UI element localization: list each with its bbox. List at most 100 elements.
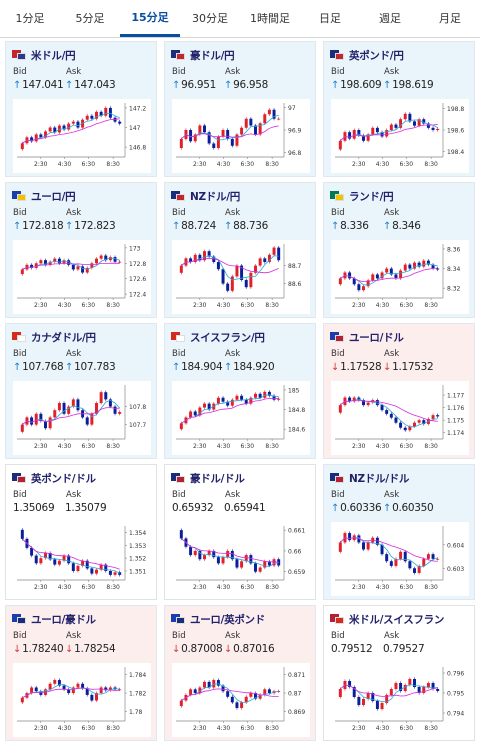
tab-5分足[interactable]: 5分足 [75,11,105,25]
tab-月足[interactable]: 月足 [439,11,461,25]
candle [394,683,398,689]
candle [230,550,234,560]
moving-average-short [22,538,120,574]
pair-name[interactable]: 米ドル/円 [31,49,76,62]
currency-card[interactable]: ユーロ/英ポンド Bid Ask ↓0.87008 ↓0.87016 0.871… [164,605,316,741]
tab-週足[interactable]: 週足 [379,11,401,25]
currency-card[interactable]: 英ポンド/円 Bid Ask ↑198.609 ↑198.619 198.8 19… [323,41,475,177]
tab-1時間足[interactable]: 1時間足 [250,11,290,25]
currency-card[interactable]: ランド/円 Bid Ask ↑8.336 ↑8.346 8.36 8.34 8.32… [323,182,475,318]
y-tick-label: 1.782 [129,691,146,698]
candle [34,263,38,268]
trend-arrow-icon: ↑ [224,221,233,232]
candle [39,260,43,264]
x-tick-label: 6:30 [82,161,96,168]
candle [422,420,426,424]
pair-name[interactable]: NZドル/円 [190,190,240,203]
currency-card[interactable]: 豪ドル/ドル Bid Ask 0.65932 0.65941 0.661 0.66… [164,464,316,600]
currency-card[interactable]: 米ドル/円 Bid Ask ↑147.041 ↑147.043 147.2 147… [5,41,157,177]
candle [203,555,206,560]
candle [235,395,239,400]
candle [90,694,94,701]
candle [198,687,202,694]
ask-label: Ask [66,631,82,641]
x-tick-label: 2:30 [34,443,48,450]
candle [399,551,403,559]
x-tick-label: 6:30 [400,302,414,309]
pair-name[interactable]: 豪ドル/ドル [190,472,245,485]
x-tick-label: 6:30 [82,302,96,309]
currency-card[interactable]: ユーロ/ドル Bid Ask ↓1.17528 ↓1.17532 1.177 1.… [323,323,475,459]
currency-card[interactable]: ユーロ/豪ドル Bid Ask ↓1.78240 ↓1.78254 1.784 1… [5,605,157,741]
pair-name[interactable]: 豪ドル/円 [190,49,235,62]
price-chart: 97 96.9 96.8 2:30 4:30 6:30 8:30 [172,99,310,173]
x-tick-label: 6:30 [241,161,255,168]
candle [20,529,24,539]
bid-label: Bid [331,208,345,218]
candle [30,547,34,556]
candle [417,687,421,693]
candle [230,399,234,406]
currency-card[interactable]: カナダドル/円 Bid Ask ↑107.768 ↑107.783 107.8 1… [5,323,157,459]
y-tick-label: 1.784 [129,672,146,679]
tab-30分足[interactable]: 30分足 [192,11,228,25]
moving-average-long [22,118,120,144]
pair-name[interactable]: ランド/円 [349,190,394,203]
candle [240,561,244,568]
ask-label: Ask [384,490,400,500]
pair-name[interactable]: カナダドル/円 [31,331,96,344]
pair-name[interactable]: NZドル/ドル [349,472,410,485]
currency-card[interactable]: ユーロ/円 Bid Ask ↑172.818 ↑172.823 173 172.8… [5,182,157,318]
card-header: 豪ドル/ドル [171,471,245,485]
pair-name[interactable]: ユーロ/円 [31,190,76,203]
pair-name[interactable]: スイスフラン/円 [190,331,265,344]
candle [48,261,52,265]
y-tick-label: 0.603 [447,566,464,573]
candle [385,268,389,273]
bid-value: ↑172.818 [13,220,64,232]
candle [338,689,342,697]
pair-name[interactable]: ユーロ/ドル [349,331,404,344]
tab-15分足[interactable]: 15分足 [120,0,180,37]
bid-label: Bid [331,490,345,500]
candle [216,136,220,148]
candle [108,571,112,575]
bid-value: ↑8.336 [331,220,369,232]
x-tick-label: 6:30 [400,161,414,168]
currency-card[interactable]: 英ポンド/ドル Bid Ask 1.35069 1.35079 1.354 1.3… [5,464,157,600]
candle [258,393,262,398]
candle [394,274,398,279]
pair-name[interactable]: ユーロ/豪ドル [31,613,96,626]
y-tick-label: 184.6 [288,427,305,434]
currency-card[interactable]: NZドル/ドル Bid Ask ↑0.60336 ↑0.60350 0.604 0… [323,464,475,600]
y-tick-label: 0.604 [447,542,464,549]
moving-average-long [181,688,279,701]
flag-icon [171,191,185,201]
candle [198,125,202,135]
x-tick-label: 2:30 [352,443,366,450]
candle [212,550,216,558]
currency-card[interactable]: NZドル/円 Bid Ask ↑88.724 ↑88.736 88.7 88.6 2… [164,182,316,318]
currency-card[interactable]: 米ドル/スイスフラン Bid Ask 0.79512 0.79527 0.796… [323,605,475,741]
candle [104,255,108,261]
card-header: カナダドル/円 [12,330,96,344]
tab-日足[interactable]: 日足 [319,11,341,25]
candle [352,278,356,285]
x-tick-label: 6:30 [400,584,414,591]
pair-name[interactable]: 英ポンド/円 [349,49,404,62]
candle [85,267,89,273]
pair-name[interactable]: 米ドル/スイスフラン [349,613,445,626]
bid-label: Bid [172,208,186,218]
ask-value: 0.65941 [224,502,266,514]
currency-card[interactable]: 豪ドル/円 Bid Ask ↑96.951 ↑96.958 97 96.9 96.8… [164,41,316,177]
currency-card[interactable]: スイスフラン/円 Bid Ask ↑184.904 ↑184.920 185 18… [164,323,316,459]
candle [385,695,389,703]
moving-average-short [181,538,279,567]
pair-name[interactable]: ユーロ/英ポンド [190,613,265,626]
candle [30,417,34,425]
pair-name[interactable]: 英ポンド/ドル [31,472,96,485]
candle [263,391,267,398]
tab-1分足[interactable]: 1分足 [15,11,45,25]
candle [53,410,57,418]
x-tick-label: 8:30 [265,302,279,309]
